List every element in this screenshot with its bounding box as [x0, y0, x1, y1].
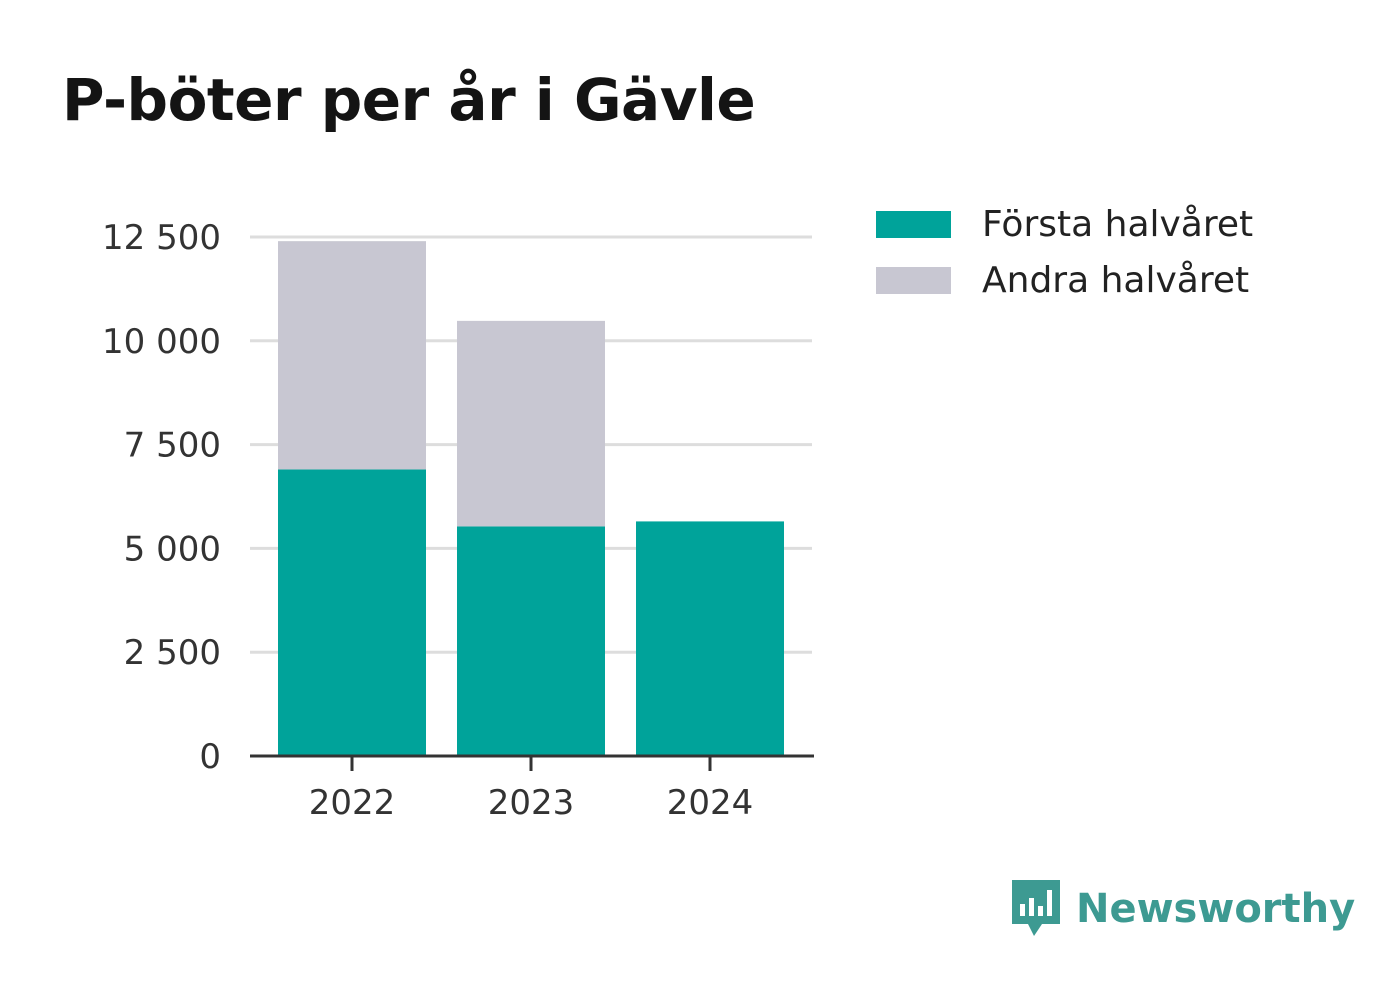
legend-label-second-half: Andra halvåret	[982, 259, 1250, 301]
y-tick-label: 5 000	[124, 529, 221, 569]
bar-segment[interactable]	[636, 521, 784, 756]
x-tick-label: 2022	[309, 783, 396, 823]
legend-swatch-first-half	[876, 210, 951, 238]
legend: Första halvåret Andra halvåret	[876, 196, 1253, 308]
legend-item-first-half[interactable]: Första halvåret	[876, 196, 1253, 252]
brand[interactable]: Newsworthy	[1010, 878, 1355, 940]
bar-segment[interactable]	[278, 241, 426, 470]
legend-item-second-half[interactable]: Andra halvåret	[876, 252, 1253, 308]
y-tick-label: 2 500	[124, 633, 221, 673]
y-tick-label: 10 000	[102, 322, 221, 362]
newsworthy-logo-icon	[1012, 880, 1060, 936]
chart-title: P-böter per år i Gävle	[62, 66, 756, 134]
y-tick-label: 0	[199, 737, 221, 777]
y-tick-label: 12 500	[102, 218, 221, 258]
y-axis: 0 2 500 5 000 7 500 10 000 12 500	[102, 218, 221, 777]
legend-label-first-half: Första halvåret	[982, 203, 1254, 245]
bar-segment[interactable]	[278, 469, 426, 756]
brand-name: Newsworthy	[1076, 886, 1356, 932]
x-tick-label: 2023	[488, 783, 575, 823]
bars	[278, 241, 784, 756]
bar-segment[interactable]	[457, 320, 605, 527]
x-axis: 2022 2023 2024	[250, 754, 814, 823]
y-tick-label: 7 500	[124, 426, 221, 466]
bar-segment[interactable]	[457, 526, 605, 756]
legend-swatch-second-half	[876, 266, 951, 294]
x-tick-label: 2024	[667, 783, 754, 823]
